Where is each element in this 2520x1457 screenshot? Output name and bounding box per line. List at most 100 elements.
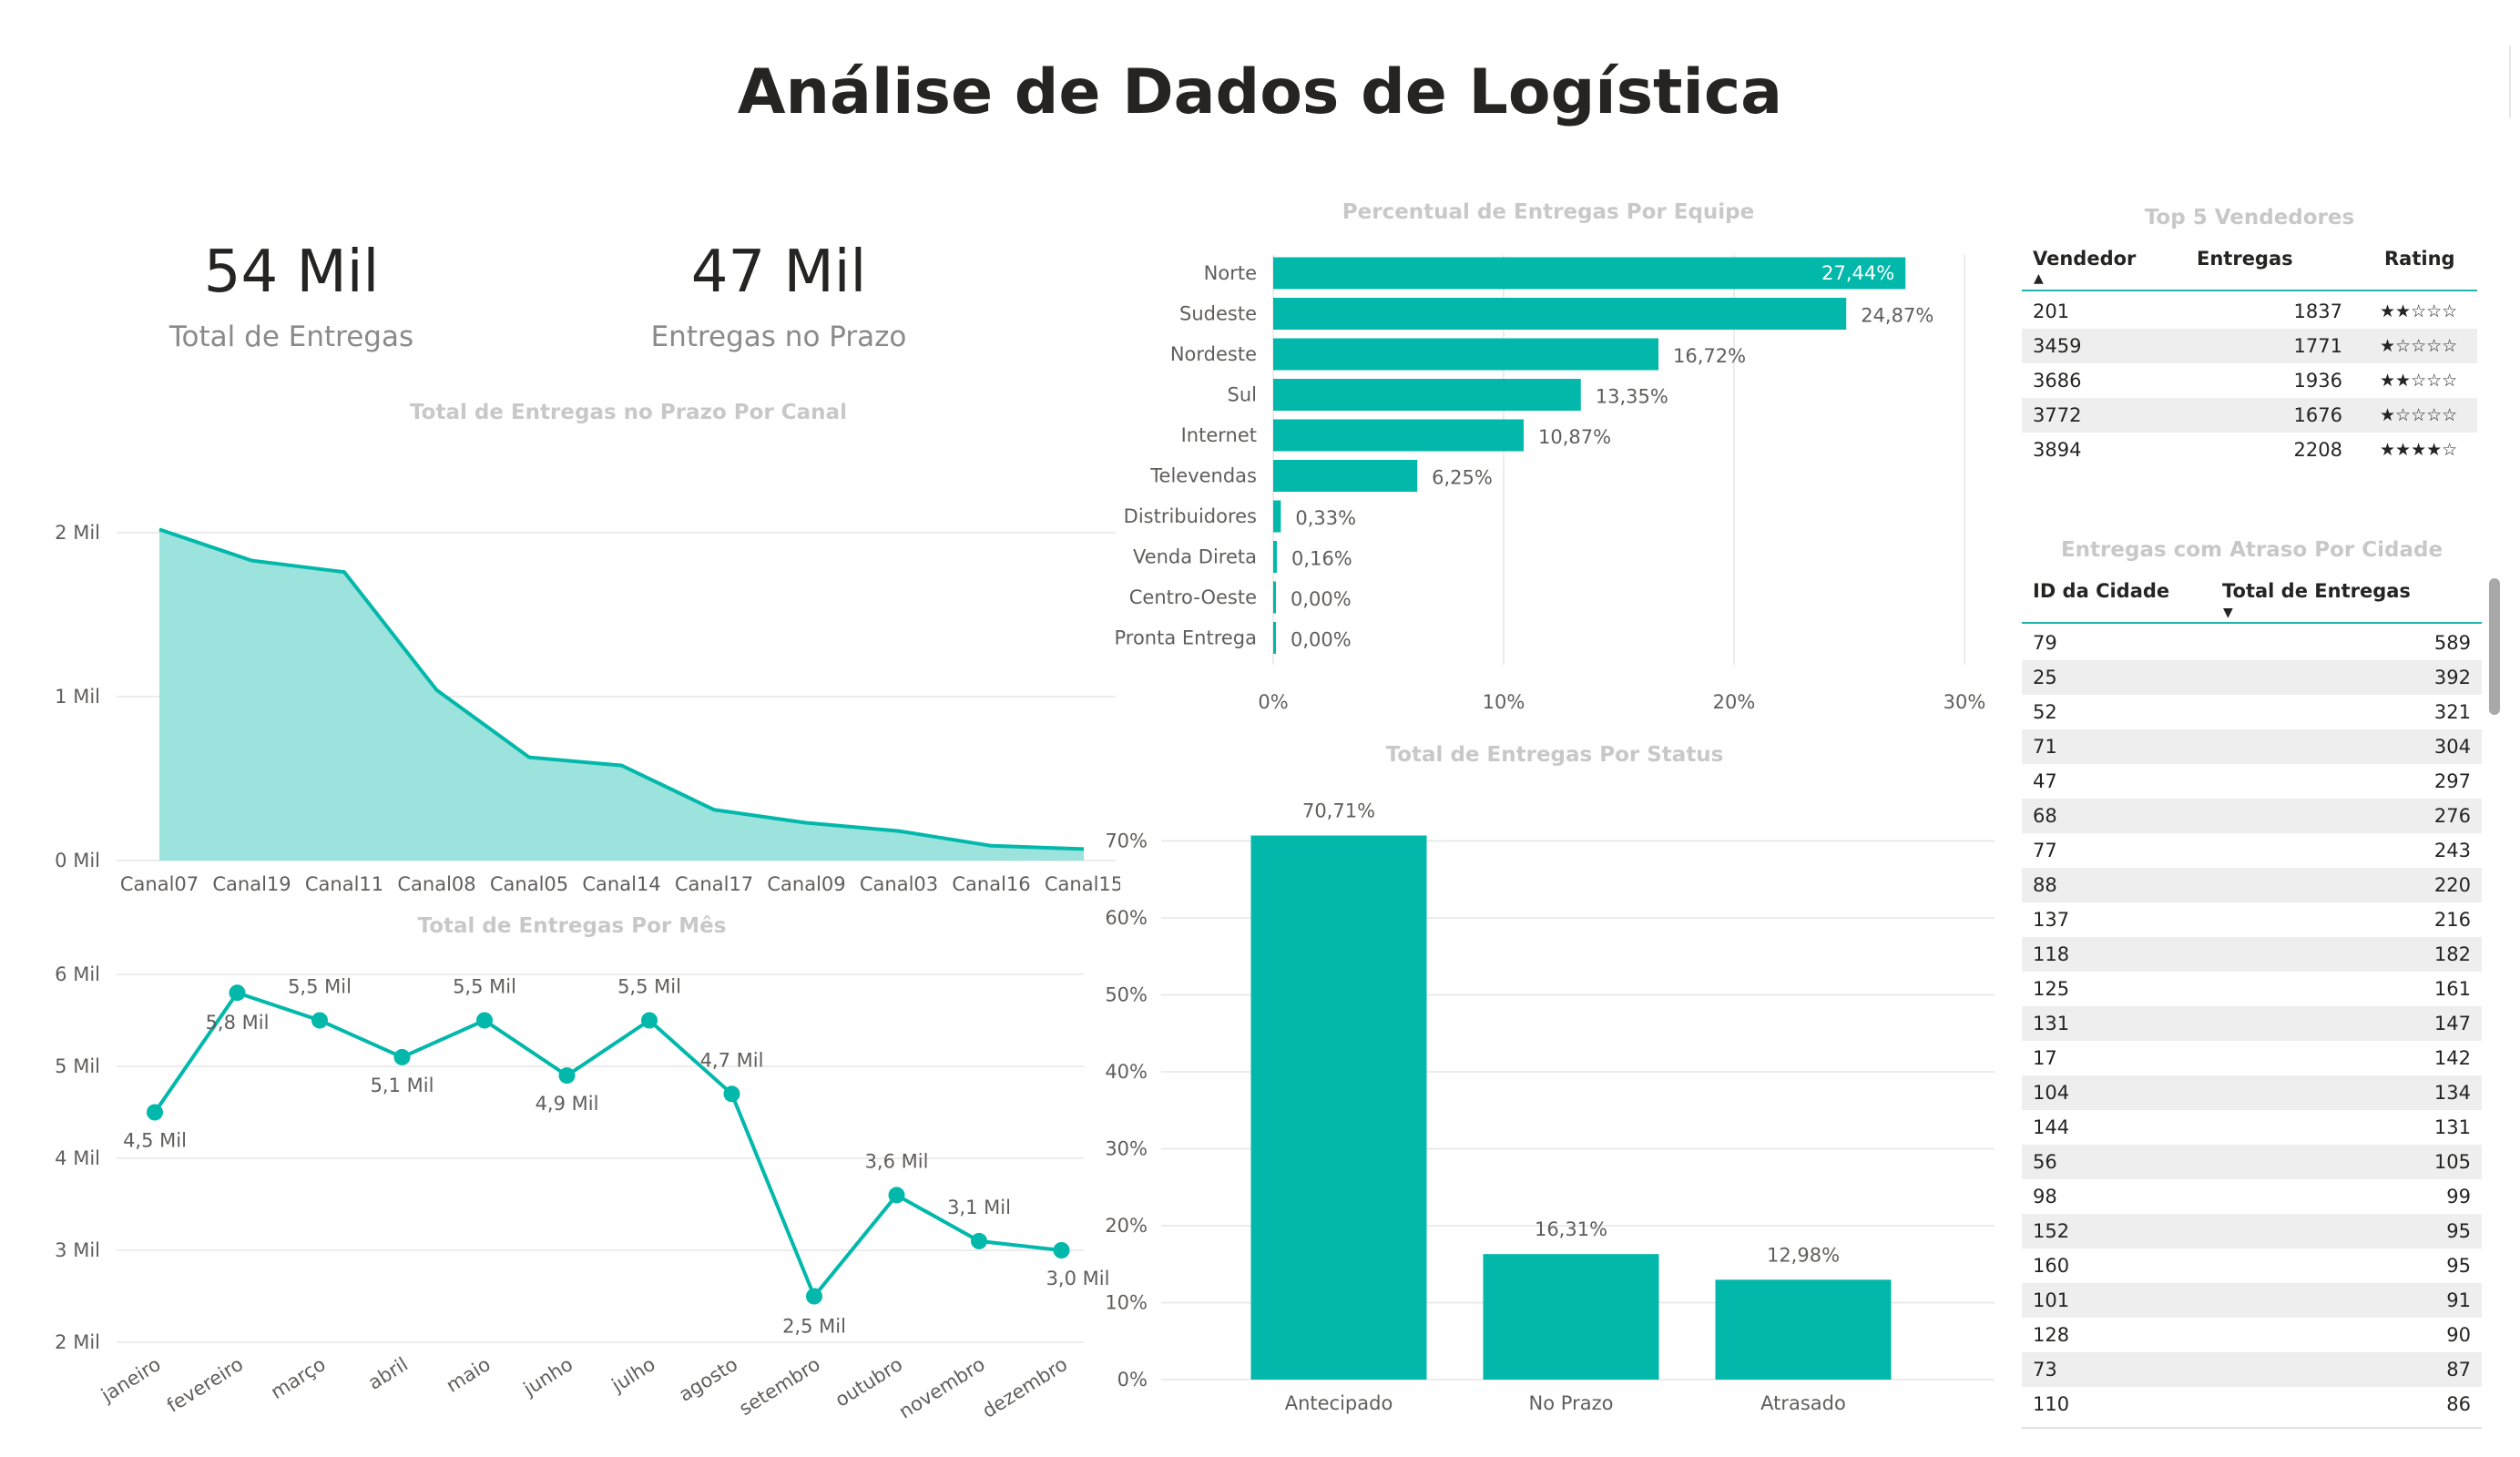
- x-tick-label: outubro: [831, 1353, 906, 1411]
- bar: [1273, 298, 1847, 330]
- table-row[interactable]: 110 86: [2022, 1387, 2482, 1421]
- data-label: 10,87%: [1538, 426, 1611, 448]
- cell-total-entregas: 589: [2433, 632, 2471, 654]
- cell-id-cidade: 137: [2033, 909, 2070, 931]
- cell-total-entregas: 321: [2433, 701, 2471, 723]
- chart-entregas-por-mes: Total de Entregas Por Mês 2 Mil 3 Mil 4 Mil…: [55, 914, 1109, 1423]
- table-row[interactable]: 118 182: [2022, 937, 2482, 972]
- table-row[interactable]: 101 91: [2022, 1283, 2482, 1318]
- atraso-scrollbar[interactable]: [2489, 578, 2500, 715]
- table-row[interactable]: 104 134: [2022, 1075, 2482, 1110]
- cell-id-cidade: 101: [2033, 1289, 2070, 1311]
- x-tick-label: janeiro: [97, 1353, 164, 1407]
- category-label: Televendas: [1149, 465, 1257, 487]
- y-tick-label: 4 Mil: [55, 1147, 100, 1169]
- cell-total-entregas: 95: [2446, 1255, 2471, 1277]
- table-row[interactable]: 160 95: [2022, 1248, 2482, 1283]
- cell-total-entregas: 147: [2433, 1013, 2471, 1034]
- table-row[interactable]: 88 220: [2022, 868, 2482, 902]
- cell-vendedor: 201: [2033, 301, 2070, 322]
- data-label: 6,25%: [1432, 467, 1493, 489]
- table-row[interactable]: 137 216: [2022, 902, 2482, 937]
- x-tick-label: fevereiro: [163, 1353, 247, 1417]
- cell-total-entregas: 131: [2433, 1116, 2471, 1138]
- table-row[interactable]: 3686 1936 ★★☆☆☆: [2022, 363, 2477, 398]
- star-rating: ★★☆☆☆: [2380, 301, 2458, 321]
- table-row[interactable]: 47 297: [2022, 764, 2482, 799]
- cell-total-entregas: 105: [2433, 1151, 2471, 1173]
- bar: [1273, 419, 1525, 452]
- cell-total-entregas: 87: [2446, 1359, 2471, 1381]
- atraso-bottom-border: [2022, 1427, 2482, 1429]
- data-label: 0,33%: [1295, 507, 1356, 529]
- table-row[interactable]: 71 304: [2022, 729, 2482, 764]
- entregas-atraso-table: Entregas com Atraso Por Cidade ID da Cid…: [2022, 533, 2482, 1443]
- chart-title: Total de Entregas Por Status: [1386, 743, 1724, 767]
- header-total-entregas[interactable]: Total de Entregas: [2222, 580, 2411, 602]
- chart-title: Percentual de Entregas Por Equipe: [1342, 200, 1754, 224]
- header-rating[interactable]: Rating: [2384, 248, 2455, 270]
- x-tick-label: abril: [364, 1353, 412, 1394]
- header-id-cidade[interactable]: ID da Cidade: [2033, 580, 2170, 602]
- table-row[interactable]: 3772 1676 ★☆☆☆☆: [2022, 398, 2477, 433]
- table-row[interactable]: 201 1837 ★★☆☆☆: [2022, 294, 2477, 329]
- page-edge-divider: [2509, 46, 2511, 118]
- table-row[interactable]: 56 105: [2022, 1145, 2482, 1179]
- data-point: [1053, 1242, 1070, 1258]
- header-vendedor[interactable]: Vendedor: [2033, 248, 2137, 270]
- table-row[interactable]: 152 95: [2022, 1214, 2482, 1248]
- cell-vendedor: 3686: [2033, 370, 2082, 392]
- y-tick-label: 50%: [1105, 984, 1148, 1006]
- data-label: 0,16%: [1291, 548, 1352, 570]
- cell-total-entregas: 99: [2446, 1186, 2471, 1207]
- x-tick-label: setembro: [735, 1353, 823, 1420]
- x-tick-label: Canal19: [212, 873, 291, 895]
- cell-total-entregas: 86: [2446, 1393, 2471, 1415]
- x-tick-label: Canal16: [952, 873, 1030, 895]
- cell-id-cidade: 128: [2033, 1324, 2070, 1346]
- category-label: Pronta Entrega: [1114, 627, 1257, 649]
- header-entregas[interactable]: Entregas: [2197, 248, 2293, 270]
- table-row[interactable]: 125 161: [2022, 972, 2482, 1006]
- cell-vendedor: 3459: [2033, 335, 2082, 357]
- cell-id-cidade: 160: [2033, 1255, 2070, 1277]
- table-row[interactable]: 98 99: [2022, 1179, 2482, 1214]
- data-label: 13,35%: [1596, 386, 1668, 408]
- table-row[interactable]: 131 147: [2022, 1006, 2482, 1041]
- table-row[interactable]: 144 131: [2022, 1110, 2482, 1145]
- table-row[interactable]: 52 321: [2022, 695, 2482, 729]
- series-line: [158, 527, 1085, 851]
- x-tick-label: 30%: [1944, 691, 1986, 713]
- table-row[interactable]: 17 142: [2022, 1041, 2482, 1075]
- category-label: Sudeste: [1179, 303, 1257, 325]
- cell-id-cidade: 77: [2033, 840, 2057, 861]
- table-row[interactable]: 128 90: [2022, 1318, 2482, 1352]
- x-tick-label: Canal05: [490, 873, 568, 895]
- data-label: 4,9 Mil: [536, 1093, 599, 1115]
- page-title: Análise de Dados de Logística: [737, 56, 1783, 128]
- cell-id-cidade: 68: [2033, 805, 2057, 827]
- y-tick-label: 1 Mil: [55, 686, 100, 708]
- top5-header-divider: [2022, 290, 2477, 291]
- data-point: [311, 1012, 328, 1029]
- kpi-prazo-value: 47 Mil: [690, 239, 867, 306]
- table-row[interactable]: 25 392: [2022, 660, 2482, 695]
- data-point: [723, 1085, 740, 1103]
- y-tick-label: 5 Mil: [55, 1055, 100, 1077]
- cell-entregas: 1837: [2293, 301, 2342, 322]
- table-row[interactable]: 3459 1771 ★☆☆☆☆: [2022, 329, 2477, 363]
- table-row[interactable]: 3894 2208 ★★★★☆: [2022, 433, 2477, 467]
- bar: [1483, 1254, 1659, 1380]
- table-row[interactable]: 79 589: [2022, 626, 2482, 660]
- top5-vendedores-table: Top 5 Vendedores Vendedor Entregas Ratin…: [2022, 200, 2477, 474]
- table-row[interactable]: 68 276: [2022, 799, 2482, 833]
- kpi-total-entregas: 54 Mil Total de Entregas: [155, 239, 428, 353]
- data-label: 70,71%: [1302, 800, 1375, 822]
- table-row[interactable]: 77 243: [2022, 833, 2482, 868]
- x-tick-label: Canal09: [767, 873, 845, 895]
- atraso-header-divider: [2022, 622, 2482, 624]
- cell-id-cidade: 98: [2033, 1186, 2057, 1207]
- table-row[interactable]: 73 87: [2022, 1352, 2482, 1387]
- kpi-total-label: Total de Entregas: [168, 321, 414, 353]
- data-label: 2,5 Mil: [782, 1316, 846, 1338]
